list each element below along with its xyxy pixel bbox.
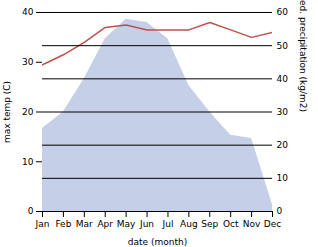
svg-text:Jan: Jan xyxy=(35,219,50,229)
svg-text:0: 0 xyxy=(277,206,283,216)
svg-text:40: 40 xyxy=(277,74,289,84)
svg-text:May: May xyxy=(117,219,136,229)
svg-text:60: 60 xyxy=(277,7,289,17)
svg-text:Jun: Jun xyxy=(139,219,154,229)
svg-text:10: 10 xyxy=(22,157,34,167)
svg-text:40: 40 xyxy=(22,7,34,17)
svg-text:20: 20 xyxy=(277,140,289,150)
svg-text:max temp (C): max temp (C) xyxy=(2,81,12,143)
svg-text:Mar: Mar xyxy=(76,219,93,229)
svg-text:Oct: Oct xyxy=(223,219,239,229)
svg-text:Dec: Dec xyxy=(264,219,281,229)
svg-text:Feb: Feb xyxy=(55,219,71,229)
svg-text:0: 0 xyxy=(28,206,34,216)
svg-text:Aug: Aug xyxy=(180,219,198,229)
svg-text:med. precipitation (kg/m2): med. precipitation (kg/m2) xyxy=(298,0,308,112)
svg-text:30: 30 xyxy=(22,57,34,67)
svg-text:Jul: Jul xyxy=(162,219,174,229)
svg-text:50: 50 xyxy=(277,41,289,51)
svg-text:20: 20 xyxy=(22,107,34,117)
svg-text:Nov: Nov xyxy=(243,219,261,229)
svg-text:10: 10 xyxy=(277,173,289,183)
svg-text:Apr: Apr xyxy=(97,219,113,229)
svg-text:30: 30 xyxy=(277,107,289,117)
svg-text:Sep: Sep xyxy=(201,219,218,229)
svg-text:date (month): date (month) xyxy=(128,237,187,247)
